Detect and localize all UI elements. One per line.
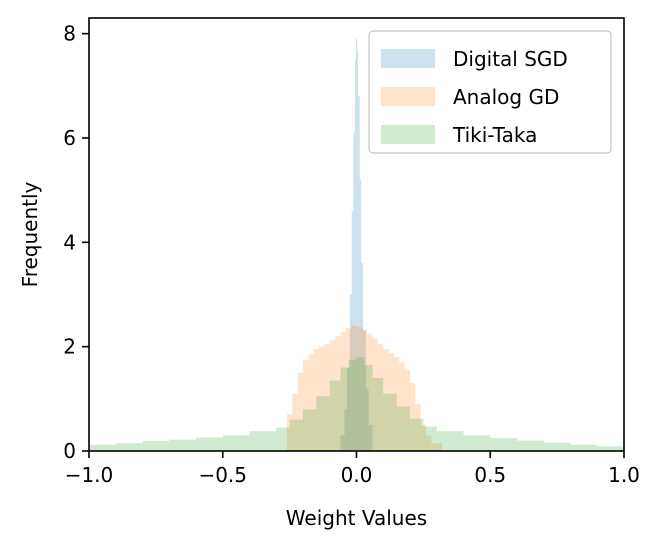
bar-analog-gd-25 bbox=[420, 424, 427, 451]
bar-tiki-taka-22 bbox=[463, 435, 491, 451]
y-tick-label: 4 bbox=[63, 230, 76, 254]
bar-analog-gd-1 bbox=[292, 393, 298, 451]
x-axis-ticks: −1.0 −0.5 0.0 0.5 1.0 bbox=[65, 451, 640, 487]
bar-tiki-taka-5 bbox=[222, 435, 250, 451]
bar-analog-gd-6 bbox=[319, 346, 325, 451]
bar-tiki-taka-16 bbox=[372, 377, 384, 451]
bar-analog-gd-27 bbox=[431, 443, 443, 451]
bar-digital-sgd-2 bbox=[347, 367, 350, 451]
plot-frame bbox=[88, 17, 625, 452]
bar-tiki-taka-13 bbox=[348, 359, 357, 451]
bar-analog-gd-24 bbox=[415, 404, 421, 451]
y-tick-label: 6 bbox=[63, 126, 76, 150]
bar-tiki-taka-12 bbox=[340, 367, 349, 451]
bar-tiki-taka-3 bbox=[169, 439, 196, 451]
bar-analog-gd-2 bbox=[297, 372, 303, 451]
x-tick-label: 1.0 bbox=[608, 463, 640, 487]
bar-tiki-taka-24 bbox=[517, 440, 544, 451]
bar-analog-gd-17 bbox=[377, 344, 384, 451]
bar-tiki-taka-17 bbox=[383, 393, 397, 451]
bar-analog-gd-22 bbox=[404, 370, 410, 451]
legend-swatch bbox=[381, 49, 435, 68]
x-tick-label: 0.0 bbox=[341, 463, 373, 487]
bar-tiki-taka-11 bbox=[329, 380, 341, 451]
bar-tiki-taka-20 bbox=[423, 426, 437, 451]
bar-analog-gd-19 bbox=[388, 352, 394, 451]
bar-analog-gd-26 bbox=[426, 435, 432, 451]
bar-tiki-taka-21 bbox=[436, 431, 464, 451]
histogram-bars bbox=[89, 38, 624, 452]
bar-tiki-taka-4 bbox=[196, 437, 223, 451]
bar-analog-gd-11 bbox=[345, 328, 352, 451]
bar-digital-sgd-4 bbox=[351, 211, 354, 451]
bar-tiki-taka-0 bbox=[89, 444, 116, 451]
bar-analog-gd-20 bbox=[393, 357, 400, 451]
bar-analog-gd-5 bbox=[313, 349, 320, 451]
bar-analog-gd-23 bbox=[410, 383, 416, 451]
bar-digital-sgd-3 bbox=[349, 294, 352, 451]
bar-analog-gd-7 bbox=[324, 344, 330, 451]
bar-analog-gd-13 bbox=[356, 326, 362, 451]
y-axis-title: Frequently bbox=[18, 181, 42, 287]
bar-digital-sgd-14 bbox=[368, 424, 373, 451]
bar-analog-gd-15 bbox=[367, 333, 373, 451]
x-tick-label: −1.0 bbox=[65, 463, 114, 487]
bar-tiki-taka-27 bbox=[597, 446, 624, 451]
bar-tiki-taka-10 bbox=[316, 396, 330, 451]
bar-digital-sgd-5 bbox=[353, 132, 355, 451]
bar-digital-sgd-11 bbox=[361, 263, 364, 451]
bar-analog-gd-10 bbox=[340, 332, 346, 451]
y-tick-label: 8 bbox=[63, 22, 76, 46]
y-tick-label: 0 bbox=[63, 439, 76, 463]
bar-analog-gd-4 bbox=[308, 354, 314, 451]
bar-tiki-taka-2 bbox=[142, 441, 170, 451]
bar-tiki-taka-15 bbox=[364, 364, 373, 451]
x-tick-label: 0.5 bbox=[474, 463, 506, 487]
bar-tiki-taka-8 bbox=[289, 419, 303, 451]
bar-tiki-taka-1 bbox=[115, 443, 143, 451]
bar-analog-gd-8 bbox=[329, 340, 336, 451]
bar-digital-sgd-7 bbox=[355, 38, 358, 452]
y-tick-label: 2 bbox=[63, 335, 76, 359]
bar-analog-gd-12 bbox=[351, 325, 357, 451]
x-tick-label: −0.5 bbox=[198, 463, 247, 487]
bar-analog-gd-16 bbox=[372, 338, 378, 451]
legend-swatch bbox=[381, 87, 435, 106]
bar-digital-sgd-9 bbox=[358, 96, 360, 451]
bar-tiki-taka-19 bbox=[410, 418, 424, 451]
legend-label: Tiki-Taka bbox=[452, 123, 537, 147]
bar-tiki-taka-25 bbox=[543, 442, 571, 451]
bar-tiki-taka-26 bbox=[570, 444, 598, 451]
bar-analog-gd-14 bbox=[361, 329, 368, 451]
bar-digital-sgd-6 bbox=[354, 59, 356, 452]
bar-digital-sgd-0 bbox=[340, 435, 345, 451]
legend-label: Digital SGD bbox=[453, 47, 568, 71]
bar-analog-gd-21 bbox=[399, 362, 405, 451]
legend-box bbox=[368, 30, 612, 154]
bar-tiki-taka-7 bbox=[276, 427, 290, 451]
bar-digital-sgd-8 bbox=[357, 49, 359, 451]
legend-label: Analog GD bbox=[453, 85, 559, 109]
bar-analog-gd-0 bbox=[286, 414, 293, 451]
bar-tiki-taka-6 bbox=[249, 431, 277, 451]
y-axis-ticks: 0 2 4 6 8 bbox=[63, 22, 89, 463]
bar-analog-gd-18 bbox=[383, 349, 389, 451]
bar-analog-gd-9 bbox=[335, 336, 341, 451]
bar-digital-sgd-1 bbox=[344, 409, 348, 451]
bar-digital-sgd-12 bbox=[363, 331, 366, 451]
bar-digital-sgd-10 bbox=[359, 179, 362, 451]
bar-digital-sgd-13 bbox=[365, 388, 369, 451]
bar-tiki-taka-23 bbox=[490, 437, 517, 451]
legend: Digital SGD Analog GD Tiki-Taka bbox=[368, 30, 612, 154]
bar-analog-gd-3 bbox=[303, 359, 309, 451]
bar-tiki-taka-14 bbox=[356, 357, 365, 451]
legend-swatch bbox=[381, 125, 435, 144]
bar-tiki-taka-9 bbox=[303, 409, 317, 451]
x-axis-title: Weight Values bbox=[286, 506, 427, 530]
bar-tiki-taka-18 bbox=[396, 406, 410, 451]
